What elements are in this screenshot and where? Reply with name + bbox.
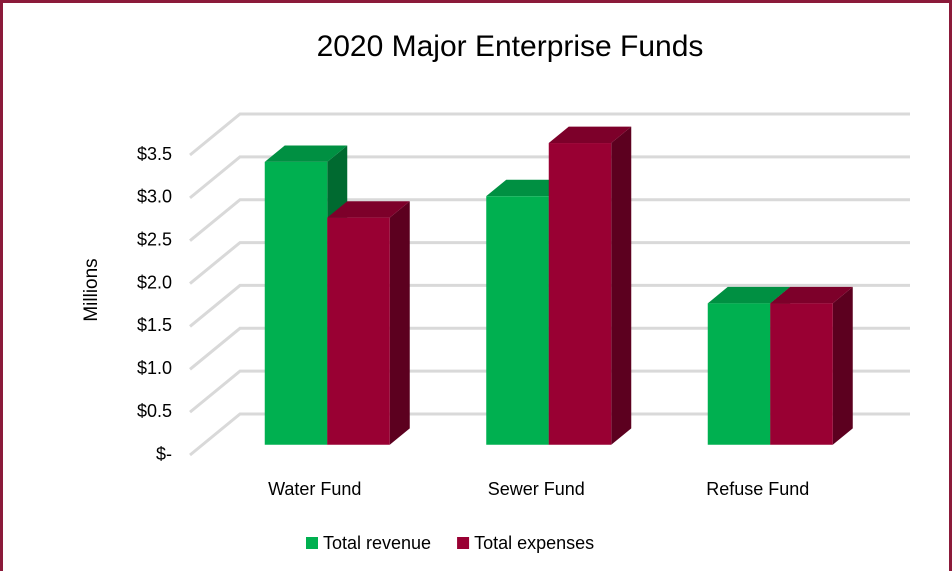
grid-line [189, 412, 910, 457]
bar [264, 161, 328, 445]
legend-label: Total expenses [474, 533, 594, 553]
grid-line [189, 326, 910, 371]
y-tick-label: $- [156, 444, 172, 464]
grid-line [189, 198, 910, 242]
bar-top [264, 145, 348, 162]
bar-top [548, 126, 632, 144]
grid-line [189, 241, 910, 285]
x-tick-label: Water Fund [268, 479, 361, 499]
grid-line [189, 112, 910, 157]
x-tick-label: Sewer Fund [488, 479, 585, 499]
bar-top [486, 179, 569, 197]
y-tick-label: $1.0 [137, 358, 172, 378]
bar-top [707, 286, 791, 304]
grid-line [189, 155, 910, 200]
grid-line [189, 369, 910, 414]
legend-label: Total revenue [323, 533, 431, 553]
y-tick-label: $3.0 [137, 187, 172, 207]
bar [707, 303, 771, 445]
bar [770, 303, 833, 445]
bar [327, 217, 390, 445]
y-tick-label: $2.5 [137, 229, 172, 249]
y-tick-label: $0.5 [137, 401, 172, 421]
x-tick-label: Refuse Fund [706, 479, 809, 499]
bar [548, 143, 612, 445]
y-tick-label: $1.5 [137, 315, 172, 335]
bar-side [832, 286, 853, 445]
y-axis-label: Millions [81, 258, 102, 321]
chart-title: 2020 Major Enterprise Funds [317, 30, 704, 63]
bar-top [770, 286, 853, 304]
grid-line [189, 283, 910, 328]
y-tick-label: $2.0 [137, 272, 172, 292]
bar-side [611, 126, 632, 445]
legend-swatch [457, 537, 470, 549]
y-tick-label: $3.5 [137, 144, 172, 164]
bar [486, 196, 549, 445]
legend-swatch [306, 537, 318, 549]
bar-top [327, 201, 410, 218]
bar-side [389, 201, 410, 445]
